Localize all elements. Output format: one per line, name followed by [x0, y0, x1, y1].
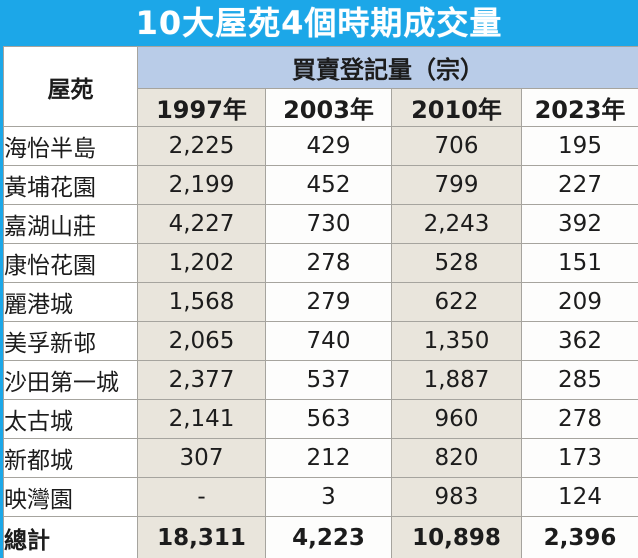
value-cell: 2,141	[137, 399, 266, 439]
value-cell: 820	[391, 438, 522, 478]
value-cell: 799	[391, 165, 522, 205]
value-cell: 983	[391, 477, 522, 517]
table-row: 嘉湖山莊 4,227 730 2,243 392	[3, 204, 638, 244]
value-cell: 740	[265, 321, 392, 361]
estate-cell: 沙田第一城	[3, 360, 138, 400]
value-cell: 278	[265, 243, 392, 283]
value-cell: 706	[391, 126, 522, 166]
group-header: 買賣登記量（宗）	[137, 46, 638, 89]
year-header: 1997年	[137, 88, 266, 127]
value-cell: 124	[521, 477, 638, 517]
value-cell: 151	[521, 243, 638, 283]
total-value: 10,898	[391, 516, 522, 558]
value-cell: 1,887	[391, 360, 522, 400]
value-cell: 2,377	[137, 360, 266, 400]
table-row: 海怡半島 2,225 429 706 195	[3, 126, 638, 166]
estate-cell: 美孚新邨	[3, 321, 138, 361]
value-cell: 278	[521, 399, 638, 439]
year-header: 2003年	[265, 88, 392, 127]
value-cell: 1,350	[391, 321, 522, 361]
table-row: 新都城 307 212 820 173	[3, 438, 638, 478]
value-cell: 452	[265, 165, 392, 205]
value-cell: 2,199	[137, 165, 266, 205]
total-value: 18,311	[137, 516, 266, 558]
value-cell: 307	[137, 438, 266, 478]
table-row: 黃埔花園 2,199 452 799 227	[3, 165, 638, 205]
value-cell: 429	[265, 126, 392, 166]
transactions-table: 屋苑 買賣登記量（宗） 1997年 2003年 2010年 2023年 海怡半島 2,2…	[3, 46, 638, 558]
table-row: 太古城 2,141 563 960 278	[3, 399, 638, 439]
table-row: 美孚新邨 2,065 740 1,350 362	[3, 321, 638, 361]
year-header: 2023年	[521, 88, 638, 127]
value-cell: 4,227	[137, 204, 266, 244]
value-cell: 563	[265, 399, 392, 439]
value-cell: 960	[391, 399, 522, 439]
value-cell: 392	[521, 204, 638, 244]
value-cell: 209	[521, 282, 638, 322]
value-cell: 227	[521, 165, 638, 205]
year-header-row: 1997年 2003年 2010年 2023年	[4, 88, 638, 127]
value-cell: 622	[391, 282, 522, 322]
value-cell: 173	[521, 438, 638, 478]
estate-cell: 麗港城	[3, 282, 138, 322]
table-row: 麗港城 1,568 279 622 209	[3, 282, 638, 322]
value-cell: 1,568	[137, 282, 266, 322]
value-cell: 2,225	[137, 126, 266, 166]
total-value: 2,396	[521, 516, 638, 558]
column-header-estate: 屋苑	[3, 46, 138, 127]
value-cell: 279	[265, 282, 392, 322]
year-header: 2010年	[391, 88, 522, 127]
value-cell: 285	[521, 360, 638, 400]
value-cell: 730	[265, 204, 392, 244]
total-value: 4,223	[265, 516, 392, 558]
total-label: 總計	[3, 516, 138, 558]
value-cell: -	[137, 477, 266, 517]
group-header-row: 屋苑 買賣登記量（宗）	[3, 46, 638, 127]
value-cell: 362	[521, 321, 638, 361]
total-row: 總計 18,311 4,223 10,898 2,396	[3, 516, 638, 558]
value-cell: 1,202	[137, 243, 266, 283]
value-cell: 2,243	[391, 204, 522, 244]
table-row: 沙田第一城 2,377 537 1,887 285	[3, 360, 638, 400]
estate-cell: 新都城	[3, 438, 138, 478]
title-bar: 10大屋苑4個時期成交量	[0, 0, 638, 46]
estate-cell: 康怡花園	[3, 243, 138, 283]
value-cell: 537	[265, 360, 392, 400]
value-cell: 2,065	[137, 321, 266, 361]
value-cell: 3	[265, 477, 392, 517]
estate-cell: 映灣園	[3, 477, 138, 517]
estate-cell: 太古城	[3, 399, 138, 439]
value-cell: 528	[391, 243, 522, 283]
table-row: 映灣園 -3 983 124	[3, 477, 638, 517]
table-row: 康怡花園 1,202 278 528 151	[3, 243, 638, 283]
value-cell: 212	[265, 438, 392, 478]
table-body: 海怡半島 2,225 429 706 195 黃埔花園 2,199 452 799 227 嘉湖山莊…	[3, 126, 638, 517]
estate-cell: 黃埔花園	[3, 165, 138, 205]
estate-cell: 嘉湖山莊	[3, 204, 138, 244]
page-title: 10大屋苑4個時期成交量	[135, 4, 503, 42]
estate-cell: 海怡半島	[3, 126, 138, 166]
value-cell: 195	[521, 126, 638, 166]
